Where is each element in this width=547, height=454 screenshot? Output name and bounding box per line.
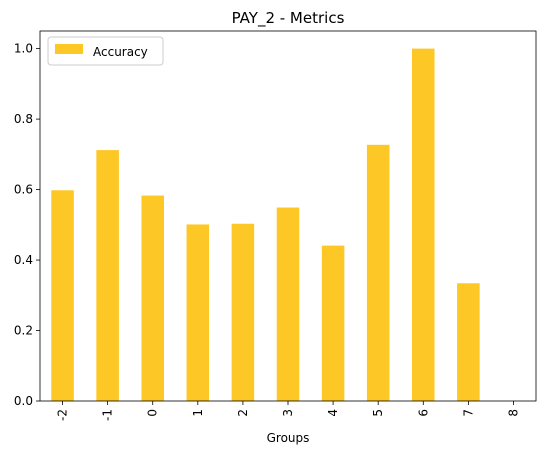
x-tick-label: 5 — [371, 409, 385, 417]
legend-label: Accuracy — [93, 45, 148, 59]
x-axis-label: Groups — [267, 431, 310, 445]
x-tick-label: 0 — [146, 409, 160, 417]
x-tick-label: 7 — [461, 409, 475, 417]
y-axis-ticks: 0.0 0.2 0.4 0.6 0.8 1.0 — [14, 42, 40, 408]
bar-6 — [412, 48, 435, 401]
bar-7 — [457, 283, 480, 401]
x-tick-label: 3 — [281, 409, 295, 417]
x-tick-label: 2 — [236, 409, 250, 417]
x-axis-ticks: -2 -1 0 1 2 3 4 5 6 7 8 — [56, 401, 520, 421]
bar-0 — [141, 195, 164, 401]
bar-4 — [321, 245, 345, 401]
x-tick-label: 1 — [191, 409, 205, 417]
bar--1 — [96, 150, 119, 401]
bar-2 — [231, 223, 255, 401]
x-tick-label: -2 — [56, 409, 70, 421]
y-tick-label: 0.4 — [14, 253, 33, 267]
bar-3 — [276, 207, 300, 401]
legend-swatch — [55, 44, 83, 54]
bars-group — [51, 48, 480, 402]
y-tick-label: 0.2 — [14, 324, 33, 338]
plot-frame — [39, 30, 537, 402]
legend: Accuracy — [47, 36, 164, 66]
x-tick-label: 6 — [416, 409, 430, 417]
chart-title: PAY_2 - Metrics — [232, 9, 345, 28]
y-tick-label: 0.6 — [14, 183, 33, 197]
y-tick-label: 0.8 — [14, 112, 33, 126]
bar-5 — [366, 144, 390, 402]
x-tick-label: 8 — [506, 409, 520, 417]
x-tick-label: -1 — [101, 409, 115, 421]
x-tick-label: 4 — [326, 409, 340, 417]
bar-1 — [186, 224, 210, 401]
bar--2 — [51, 190, 74, 401]
y-tick-label: 1.0 — [14, 42, 33, 56]
y-tick-label: 0.0 — [14, 394, 33, 408]
